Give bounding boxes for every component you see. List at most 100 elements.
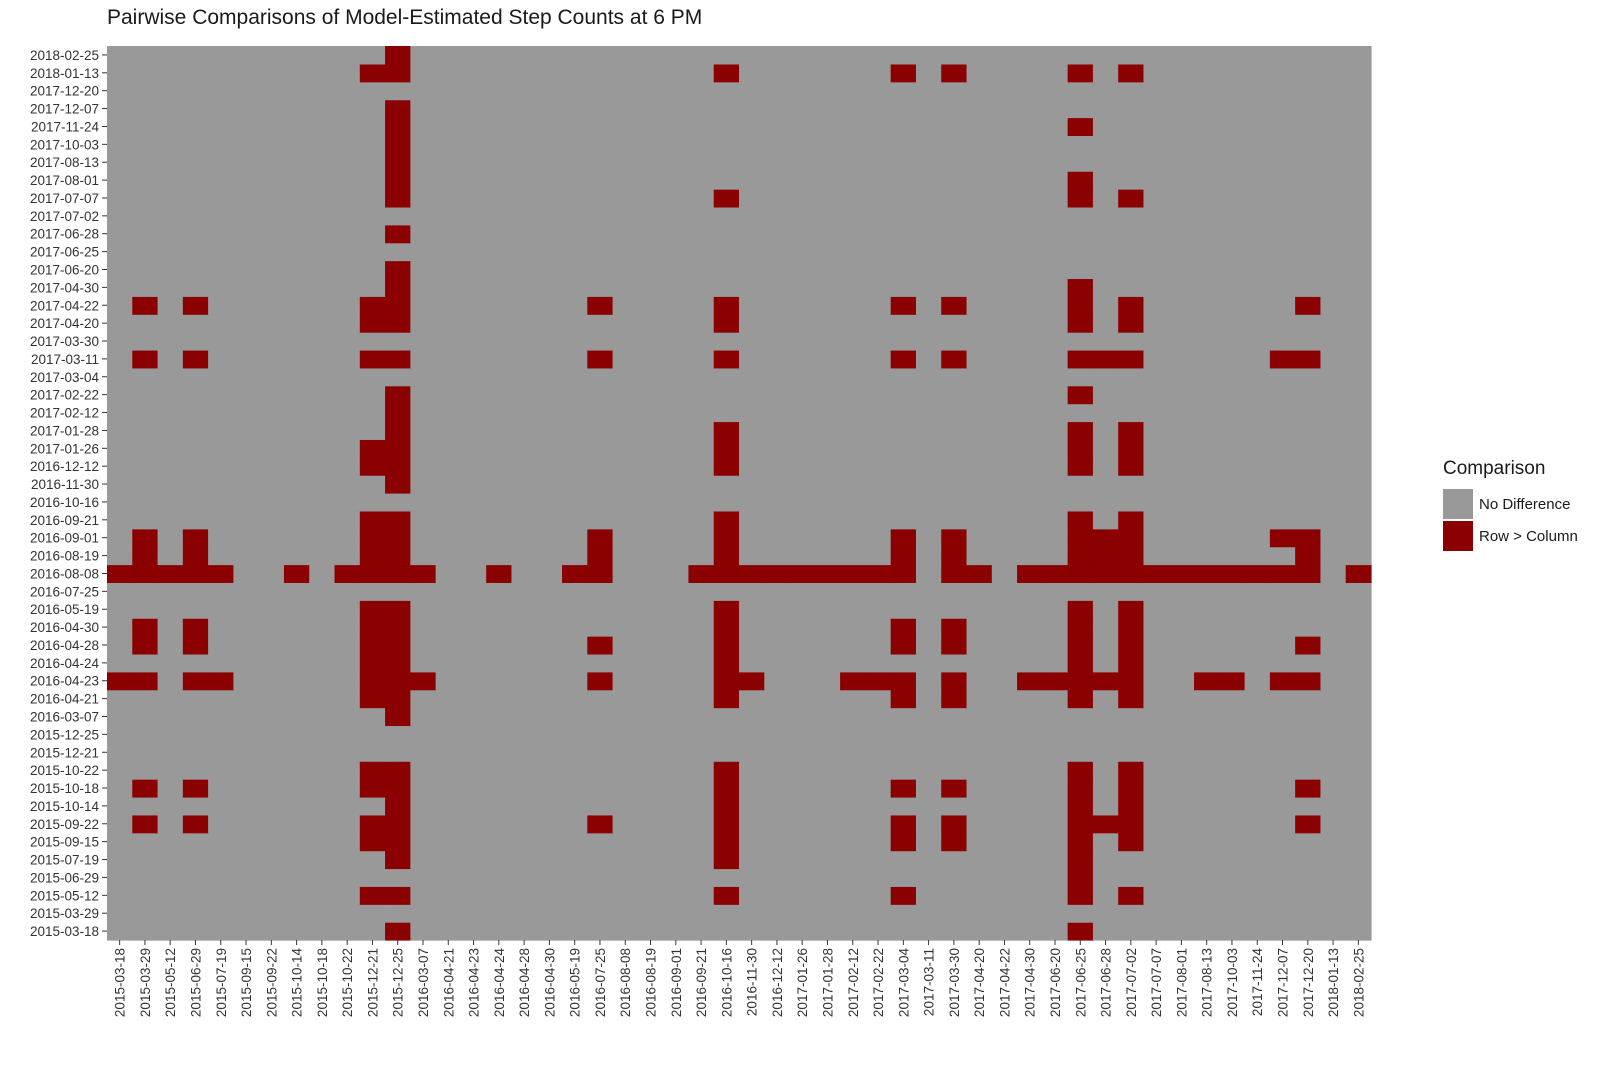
heatmap-cell-no-difference [890,224,917,244]
heatmap-cell-no-difference [764,242,791,262]
heatmap-cell-no-difference [1320,904,1347,923]
heatmap-cell-no-difference [1244,725,1271,744]
legend-label-no-difference: No Difference [1479,495,1571,513]
heatmap-cell-no-difference [410,367,437,387]
heatmap-cell-no-difference [1168,510,1195,530]
heatmap-cell-no-difference [511,224,538,244]
heatmap-cell-no-difference [536,332,563,351]
heatmap-cell-no-difference [1244,457,1271,476]
heatmap-cell-no-difference [814,904,841,923]
heatmap-cell-no-difference [107,886,133,905]
heatmap-cell-no-difference [612,528,639,548]
heatmap-cell-no-difference [1345,332,1372,351]
heatmap-cell-no-difference [1219,260,1246,280]
heatmap-cell-no-difference [688,832,715,852]
heatmap-cell-no-difference [991,743,1018,762]
heatmap-cell-no-difference [840,349,866,369]
heatmap-cell-no-difference [233,546,260,566]
heatmap-cell-no-difference [233,582,260,601]
heatmap-cell-no-difference [1168,636,1195,655]
heatmap-cell-no-difference [1194,886,1220,905]
heatmap-cell-no-difference [1042,278,1069,297]
heatmap-cell-no-difference [258,439,285,458]
heatmap-cell-no-difference [309,653,336,673]
heatmap-cell-no-difference [258,868,285,887]
heatmap-cell-no-difference [258,886,285,905]
heatmap-cell-no-difference [890,868,917,887]
heatmap-cell-no-difference [233,46,260,65]
heatmap-cell-no-difference [1295,260,1322,280]
heatmap-cell-no-difference [966,332,993,351]
x-tick-label: 2015-10-18 [315,948,330,1017]
heatmap-cell-no-difference [865,153,892,172]
heatmap-cell-no-difference [1168,63,1195,83]
heatmap-cell-no-difference [132,403,159,423]
heatmap-cell-no-difference [663,546,690,566]
heatmap-cell-row-gt-column [359,528,386,548]
heatmap-cell-no-difference [157,457,184,476]
heatmap-cell-no-difference [1244,403,1271,423]
heatmap-cell-row-gt-column [182,564,209,583]
heatmap-cell-no-difference [663,296,690,315]
heatmap-cell-no-difference [258,779,285,798]
heatmap-cell-no-difference [688,671,715,691]
heatmap-cell-no-difference [1042,707,1069,727]
heatmap-cell-no-difference [840,385,866,405]
heatmap-cell-no-difference [157,99,184,119]
heatmap-cell-no-difference [814,117,841,136]
heatmap-cell-no-difference [1320,582,1347,601]
heatmap-cell-no-difference [1092,653,1119,673]
heatmap-cell-no-difference [562,403,588,423]
heatmap-cell-no-difference [258,796,285,816]
heatmap-cell-row-gt-column [1118,636,1145,655]
heatmap-cell-no-difference [637,743,664,762]
heatmap-cell-no-difference [157,546,184,566]
heatmap-cell-no-difference [739,779,765,798]
heatmap-cell-no-difference [1219,403,1246,423]
heatmap-cell-no-difference [814,189,841,208]
heatmap-cell-no-difference [107,850,133,870]
heatmap-cell-no-difference [991,421,1018,440]
heatmap-cell-no-difference [1269,332,1296,351]
heatmap-cell-no-difference [1345,135,1372,154]
x-tick-label: 2015-12-21 [365,948,380,1017]
heatmap-cell-no-difference [536,922,563,941]
heatmap-cell-no-difference [460,242,487,262]
heatmap-cell-row-gt-column [334,564,361,583]
heatmap-cell-no-difference [536,314,563,333]
heatmap-cell-no-difference [1219,689,1246,709]
y-tick-label: 2018-01-13 [30,66,99,81]
heatmap-cell-no-difference [739,475,765,494]
heatmap-cell-no-difference [991,206,1018,226]
heatmap-cell-no-difference [1194,743,1220,762]
heatmap-cell-no-difference [208,796,234,816]
heatmap-cell-no-difference [1118,707,1145,727]
heatmap-cell-no-difference [1295,171,1322,190]
heatmap-cell-no-difference [562,832,588,852]
heatmap-cell-no-difference [1219,314,1246,333]
heatmap-cell-no-difference [663,904,690,923]
heatmap-cell-no-difference [1269,296,1296,315]
heatmap-cell-no-difference [1042,922,1069,941]
heatmap-cell-no-difference [283,296,310,315]
heatmap-cell-no-difference [562,761,588,780]
heatmap-cell-no-difference [309,421,336,440]
heatmap-cell-no-difference [789,367,816,387]
x-tick-label: 2017-10-03 [1225,948,1240,1017]
heatmap-cell-row-gt-column [359,671,386,691]
heatmap-cell-no-difference [1269,457,1296,476]
heatmap-cell-row-gt-column [941,832,968,852]
heatmap-cell-no-difference [739,743,765,762]
heatmap-cell-no-difference [663,349,690,369]
heatmap-cell-no-difference [1194,385,1220,405]
heatmap-cell-no-difference [915,46,942,65]
heatmap-cell-no-difference [562,421,588,440]
heatmap-cell-no-difference [309,725,336,744]
heatmap-cell-no-difference [688,46,715,65]
heatmap-cell-no-difference [1320,260,1347,280]
heatmap-cell-no-difference [1067,582,1094,601]
heatmap-cell-no-difference [865,81,892,101]
heatmap-cell-no-difference [612,600,639,619]
heatmap-cell-no-difference [1194,242,1220,262]
heatmap-cell-no-difference [410,725,437,744]
